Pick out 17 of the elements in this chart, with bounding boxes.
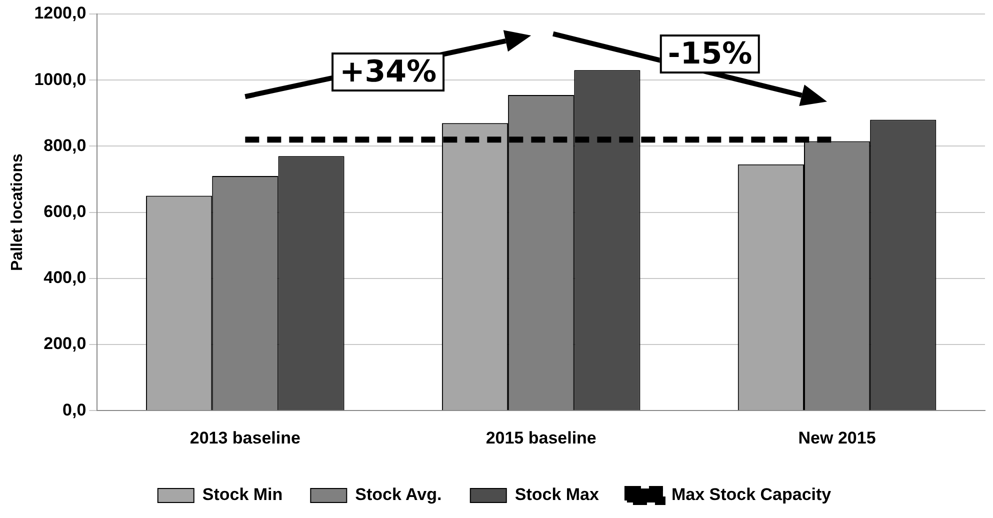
y-tick-label: 400,0: [44, 268, 86, 288]
legend-label: Stock Max: [514, 485, 600, 504]
y-tick-label: 200,0: [44, 334, 86, 354]
legend-label: Stock Min: [202, 485, 283, 504]
y-tick-label: 600,0: [44, 202, 86, 221]
legend-label: Max Stock Capacity: [671, 485, 832, 504]
y-tick-label: 1000,0: [34, 70, 86, 89]
x-tick-label: 2015 baseline: [486, 428, 596, 448]
annotation: +34%: [332, 52, 445, 92]
y-tick-label: 0,0: [62, 400, 86, 420]
y-tick-label: 1200,0: [34, 4, 86, 23]
x-tick-label: 2013 baseline: [190, 428, 300, 448]
legend-label: Stock Avg.: [355, 485, 442, 504]
y-axis-title: Pallet locations: [9, 154, 26, 271]
annotation: -15%: [660, 34, 760, 74]
x-tick-label: New 2015: [798, 428, 876, 448]
y-tick-label: 800,0: [44, 136, 86, 155]
